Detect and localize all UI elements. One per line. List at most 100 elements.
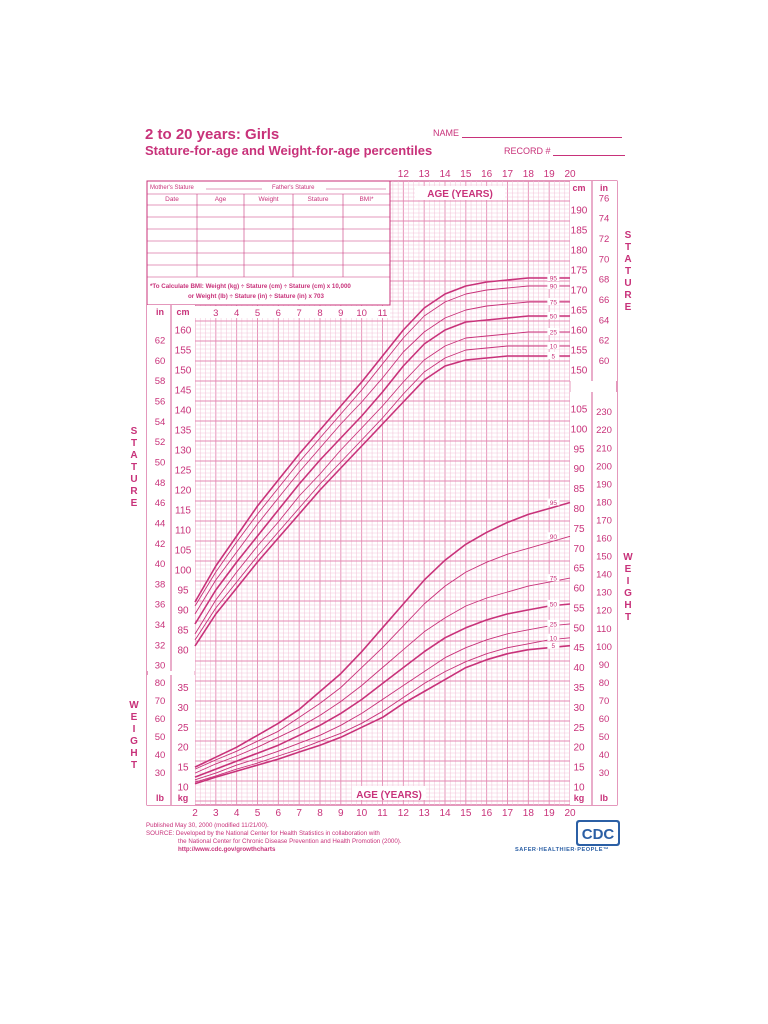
- weight-lb-tick-right: 170: [596, 515, 612, 526]
- cdc-url-link[interactable]: http://www.cdc.gov/growthcharts: [178, 846, 276, 853]
- top-age-tick: 15: [460, 169, 472, 180]
- stature-cm-tick: 125: [175, 466, 192, 477]
- weight-kg-tick-right: 35: [573, 683, 585, 694]
- weight-lb-tick-right: 230: [596, 407, 612, 418]
- weight-curve-p90: [194, 535, 571, 770]
- stature-in-tick: 50: [155, 458, 166, 469]
- name-line[interactable]: [461, 128, 622, 138]
- bottom-age-tick: 2: [192, 808, 198, 819]
- stature-in-tick-right: 60: [599, 356, 610, 367]
- weight-lb-tick-right: 50: [599, 732, 610, 743]
- inner-age-tick: 5: [255, 308, 260, 319]
- weight-percentile-label: 95: [550, 500, 558, 507]
- stature-cm-tick: 160: [175, 326, 192, 337]
- weight-percentile-label: 25: [550, 621, 558, 628]
- stature-cm-tick: 105: [175, 546, 192, 557]
- stature-cm-tick-right: 160: [571, 326, 588, 337]
- stature-cm-tick: 155: [175, 346, 192, 357]
- inner-age-tick: 6: [276, 308, 281, 319]
- stature-in-tick: 46: [155, 498, 166, 509]
- right-stature-label: R: [624, 290, 632, 301]
- top-age-axis-title: AGE (YEARS): [427, 189, 493, 200]
- right-weight-scale-bg: [570, 392, 617, 805]
- bottom-age-tick: 6: [276, 808, 282, 819]
- weight-curve-p50: [194, 603, 571, 778]
- chart-subtitle: Stature-for-age and Weight-for-age perce…: [145, 143, 433, 158]
- stature-cm-tick: 80: [177, 646, 189, 657]
- inner-age-tick: 11: [378, 308, 388, 319]
- stature-curve-p10: [194, 345, 570, 641]
- weight-curve-p95: [194, 501, 571, 768]
- bottom-age-tick: 5: [255, 808, 261, 819]
- left-weight-label: W: [129, 700, 139, 711]
- top-age-tick: 16: [481, 169, 493, 180]
- percentile-label-bg: [547, 619, 560, 627]
- top-age-tick: 18: [523, 169, 535, 180]
- weight-kg-tick-right: 90: [573, 464, 585, 475]
- stature-curve-p25: [194, 331, 570, 635]
- record-table-box: [146, 180, 391, 306]
- bottom-age-tick: 19: [544, 808, 556, 819]
- weight-kg-tick-right: 60: [573, 584, 585, 595]
- record-line[interactable]: [553, 146, 626, 156]
- stature-percentile-label: 5: [552, 354, 556, 361]
- record-column-header: Stature: [308, 196, 329, 203]
- stature-cm-tick-right: 150: [571, 366, 588, 377]
- stature-cm-tick: 140: [175, 406, 192, 417]
- father-stature-label: Father's Stature: [272, 185, 315, 191]
- name-field[interactable]: NAME: [433, 128, 633, 138]
- left-weight-label: G: [130, 736, 138, 747]
- stature-in-tick: 56: [155, 397, 166, 408]
- stature-percentile-label: 25: [550, 330, 558, 337]
- left-stature-label: T: [131, 438, 137, 449]
- weight-kg-tick-right: 75: [573, 524, 585, 535]
- bottom-age-tick: 20: [564, 808, 576, 819]
- record-table: Mother's Stature Father's Stature Date Age W…: [146, 180, 391, 306]
- percentile-label-bg: [547, 532, 560, 540]
- stature-cm-tick: 115: [175, 506, 191, 517]
- weight-kg-tick-right: 95: [573, 444, 585, 455]
- weight-percentile-label: 5: [552, 643, 556, 650]
- stature-cm-tick-right: 170: [571, 286, 588, 297]
- weight-kg-tick-right: 85: [573, 484, 585, 495]
- percentile-label-bg: [547, 498, 560, 506]
- bottom-age-tick: 8: [317, 808, 323, 819]
- percentile-label-bg: [547, 342, 560, 349]
- stature-cm-tick: 110: [175, 526, 191, 537]
- right-in-unit: in: [600, 183, 608, 193]
- bottom-age-tick: 13: [419, 808, 431, 819]
- left-lb-unit: lb: [156, 793, 165, 803]
- source-note-2: the National Center for Chronic Disease …: [178, 838, 402, 845]
- weight-kg-tick-right: 25: [573, 723, 585, 734]
- weight-kg-tick-right: 100: [571, 424, 588, 435]
- weight-lb-tick-right: 210: [596, 443, 612, 454]
- stature-curve-p95: [194, 277, 570, 603]
- stature-cm-tick-right: 155: [571, 346, 588, 357]
- mother-stature-label: Mother's Stature: [150, 185, 194, 191]
- stature-cm-tick-right: 190: [571, 206, 588, 217]
- record-field[interactable]: RECORD #: [504, 146, 634, 156]
- percentile-label-bg: [547, 641, 560, 649]
- weight-kg-tick-right: 30: [573, 703, 585, 714]
- weight-lb-tick-right: 160: [596, 534, 612, 545]
- weight-kg-tick-right: 80: [573, 504, 585, 515]
- weight-percentile-label: 50: [550, 601, 558, 608]
- left-stature-label: R: [130, 486, 138, 497]
- weight-lb-tick-right: 140: [596, 570, 612, 581]
- stature-in-tick: 38: [155, 579, 166, 590]
- inner-age-tick: 10: [356, 308, 367, 319]
- inner-age-bg: [195, 306, 390, 318]
- left-stature-label: A: [130, 450, 137, 461]
- stature-in-tick-right: 76: [599, 193, 610, 204]
- record-label: RECORD #: [504, 146, 551, 156]
- right-kg-unit: kg: [574, 793, 585, 803]
- weight-lb-tick-right: 60: [599, 714, 610, 725]
- stature-cm-tick: 145: [175, 386, 192, 397]
- bottom-age-tick: 15: [460, 808, 472, 819]
- percentile-label-bg: [547, 633, 560, 641]
- stature-curve-p75: [194, 301, 570, 615]
- top-age-tick: 14: [439, 169, 451, 180]
- weight-kg-tick: 25: [177, 723, 189, 734]
